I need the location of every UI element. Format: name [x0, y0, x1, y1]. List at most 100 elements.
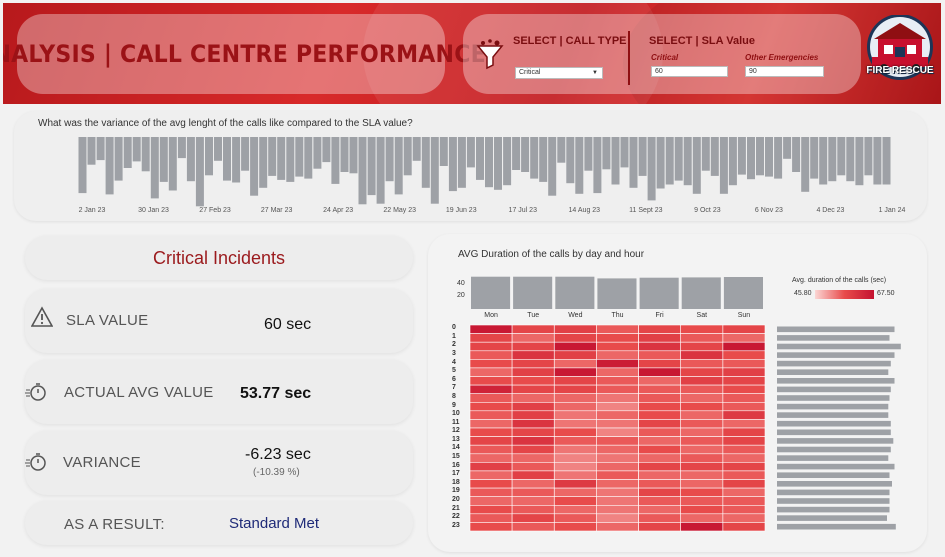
variance-bar: [259, 137, 268, 188]
hour-bar: [777, 429, 891, 436]
heatmap-cell: [722, 419, 766, 429]
heatmap-cell: [511, 324, 555, 334]
hour-label: 7: [452, 384, 456, 392]
heatmap-cell: [469, 462, 513, 472]
hour-label: 10: [452, 410, 460, 418]
hour-bar: [777, 420, 891, 427]
heatmap-cell: [680, 350, 724, 360]
heatmap-cell: [554, 350, 597, 360]
result-card: AS A RESULT: Standard Met: [25, 501, 413, 545]
heatmap-cell: [680, 384, 724, 395]
heatmap-cell: [680, 522, 724, 532]
heatmap-cell: [554, 367, 597, 377]
variance-bar: [159, 137, 168, 182]
heatmap-cell: [680, 359, 724, 369]
heatmap-cell: [596, 513, 639, 523]
heatmap-cell: [554, 359, 597, 369]
actual-avg-label: ACTUAL AVG VALUE: [64, 384, 214, 401]
day-label: Mon: [484, 312, 498, 319]
variance-bar: [801, 137, 810, 192]
hour-bar: [777, 481, 892, 487]
heatmap-cell: [680, 410, 724, 420]
variance-bar: [268, 137, 277, 176]
heatmap-cell: [554, 496, 597, 506]
heatmap-cell: [511, 487, 555, 498]
hour-label: 1: [452, 332, 456, 340]
variance-bar: [864, 137, 873, 176]
variance-bar: [322, 137, 331, 163]
heatmap-cell: [596, 359, 639, 369]
hour-bar: [777, 335, 890, 341]
heatmap-cell: [638, 487, 682, 498]
other-sla-input[interactable]: 90: [745, 66, 824, 77]
hour-bar: [777, 489, 890, 496]
variance-bar: [602, 137, 611, 170]
heatmap-cell: [722, 453, 766, 463]
heatmap-cell: [554, 513, 597, 523]
heatmap-cell: [469, 393, 513, 403]
heatmap-cell: [511, 367, 555, 377]
hour-bar: [777, 472, 890, 478]
heatmap-chart: [469, 276, 901, 532]
actual-avg-card: ACTUAL AVG VALUE 53.77 sec: [25, 360, 413, 424]
variance-bar: [584, 137, 593, 171]
filter-funnel-icon: [476, 39, 504, 70]
variance-bar: [394, 137, 403, 195]
heatmap-cell: [469, 376, 513, 386]
heatmap-cell: [722, 522, 766, 532]
heatmap-cell: [680, 504, 724, 515]
hour-bar: [777, 523, 896, 530]
variance-axis-label: 22 May 23: [383, 207, 417, 214]
variance-bar: [783, 137, 792, 159]
hour-label: 11: [452, 418, 460, 426]
variance-axis-label: 24 Apr 23: [323, 207, 354, 214]
stopwatch-icon: [25, 453, 46, 471]
hour-bar: [777, 395, 890, 401]
heatmap-cell: [469, 504, 513, 515]
variance-bar: [241, 137, 250, 171]
variance-label: VARIANCE: [63, 454, 141, 471]
heatmap-cell: [680, 427, 724, 437]
variance-bar: [205, 137, 213, 176]
variance-value: -6.23 sec: [245, 446, 311, 463]
heatmap-cell: [554, 376, 597, 386]
heatmap-cell: [469, 359, 513, 369]
heatmap-cell: [554, 410, 597, 420]
heatmap-cell: [469, 402, 513, 412]
heatmap-cell: [554, 522, 597, 532]
result-label: AS A RESULT:: [64, 516, 165, 533]
heatmap-cell: [638, 341, 682, 352]
heatmap-cell: [511, 462, 555, 472]
heatmap-cell: [638, 359, 682, 369]
heatmap-cell: [722, 341, 766, 352]
variance-bar: [340, 137, 349, 172]
divider: [628, 31, 630, 85]
heatmap-cell: [554, 462, 597, 472]
heatmap-cell: [596, 487, 639, 498]
variance-bar: [593, 137, 602, 194]
variance-bar: [223, 137, 231, 181]
heatmap-cell: [596, 504, 639, 515]
variance-bar: [96, 137, 105, 161]
heatmap-cell: [638, 462, 682, 472]
heatmap-cell: [511, 376, 555, 386]
heatmap-cell: [680, 376, 724, 386]
hour-bar: [777, 515, 887, 521]
heatmap-cell: [638, 402, 682, 412]
call-type-select[interactable]: Critical ▼: [515, 67, 603, 79]
heatmap-cell: [469, 333, 513, 343]
variance-percent: (-10.39 %): [253, 467, 300, 478]
heatmap-cell: [680, 367, 724, 377]
variance-axis-label: 9 Oct 23: [694, 207, 721, 214]
variance-bar: [611, 137, 620, 185]
filter-controls: SELECT | CALL TYPE Critical ▼ SELECT | S…: [463, 14, 861, 94]
variance-bar: [674, 137, 683, 181]
heatmap-cell: [722, 410, 766, 420]
heatmap-cell: [722, 444, 766, 455]
heatmap-cell: [722, 513, 766, 523]
hour-bar: [777, 378, 895, 384]
heatmap-cell: [680, 479, 724, 489]
heatmap-cell: [638, 453, 682, 463]
critical-sla-input[interactable]: 60: [651, 66, 728, 77]
stopwatch-icon: [25, 383, 46, 401]
